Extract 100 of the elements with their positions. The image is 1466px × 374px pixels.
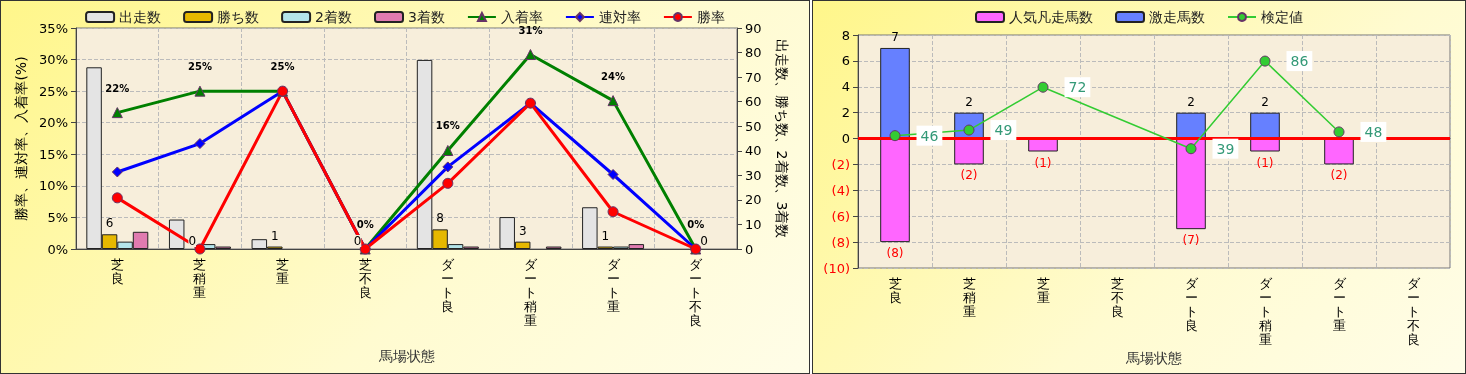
- bar: [880, 138, 910, 243]
- data-label: 8: [436, 211, 444, 226]
- point: [194, 243, 206, 255]
- point: [442, 177, 454, 189]
- y-tick-label: (10): [823, 260, 850, 276]
- legend-label: 検定値: [1261, 9, 1303, 25]
- x-tick-label: ダート不良: [1406, 275, 1421, 347]
- y-tick-label: 4: [841, 79, 850, 95]
- y-tick-label: 2: [841, 105, 850, 121]
- x-tick-label: ダート重: [1332, 275, 1347, 333]
- data-label: 22%: [105, 82, 130, 94]
- y2-tick-label: 20: [745, 192, 762, 208]
- x-tick-label: 芝不良: [358, 256, 372, 300]
- y-tick-label: 6: [841, 53, 850, 69]
- y2-tick-label: 10: [745, 216, 762, 232]
- point: [111, 166, 123, 178]
- data-label: 31%: [518, 24, 543, 36]
- y2-tick-label: 90: [745, 20, 762, 36]
- data-label: 0%: [687, 219, 705, 230]
- y2-tick-label: 40: [745, 143, 762, 159]
- legend-label: 勝ち数: [217, 9, 260, 25]
- point: [194, 138, 206, 150]
- x-tick-label: 芝稍重: [962, 275, 976, 319]
- x-axis-title: 馬場状態: [377, 348, 435, 364]
- data-label: (1): [1034, 155, 1052, 170]
- data-label: 24%: [601, 70, 626, 82]
- data-label: (1): [1256, 155, 1274, 170]
- y-tick-label: 0: [841, 131, 850, 147]
- y-tick-label: 10%: [39, 178, 68, 194]
- y2-tick-label: 70: [745, 69, 762, 85]
- point: [1333, 126, 1345, 138]
- y-tick-label: 15%: [39, 146, 68, 162]
- y2-tick-label: 80: [745, 45, 762, 61]
- data-label: 2: [965, 94, 973, 109]
- legend-label: 出走数: [119, 9, 162, 25]
- bar: [954, 138, 984, 165]
- data-label: 86: [1290, 53, 1309, 70]
- point: [194, 85, 206, 97]
- data-label: 7: [891, 29, 899, 44]
- x-tick-label: 芝不良: [1110, 275, 1124, 319]
- y2-tick-label: 0: [745, 241, 754, 257]
- x-tick-label: 芝良: [110, 256, 124, 286]
- point: [111, 107, 123, 119]
- legend-label: 2着数: [315, 9, 353, 25]
- x-tick-label: 芝重: [1036, 275, 1050, 305]
- y2-tick-label: 60: [745, 94, 762, 110]
- y-axis-title: 勝率、連対率、入着率(%): [13, 56, 29, 221]
- x-tick-label: ダート良: [1184, 275, 1199, 333]
- y-tick-label: (8): [831, 234, 850, 250]
- y2-tick-label: 50: [745, 118, 762, 134]
- legend-label: 入着率: [500, 9, 543, 25]
- point: [889, 130, 901, 142]
- bar: [880, 47, 910, 139]
- data-label: 48: [1364, 123, 1383, 140]
- x-tick-label: ダート稍重: [1258, 275, 1273, 347]
- bar: [1176, 138, 1206, 230]
- data-label: 0%: [356, 219, 374, 230]
- data-label: 0: [700, 234, 708, 248]
- data-label: 0: [353, 234, 362, 248]
- y-tick-label: (2): [831, 156, 850, 172]
- x-axis-title: 馬場状態: [1125, 349, 1182, 366]
- x-tick-label: ダート不良: [689, 256, 704, 328]
- data-label: 2: [1187, 94, 1195, 109]
- x-tick-label: 芝稍重: [193, 256, 207, 300]
- data-label: (2): [960, 168, 978, 183]
- legend-label: 人気凡走馬数: [1009, 9, 1093, 25]
- x-tick-label: ダート良: [441, 256, 456, 314]
- bar: [1250, 138, 1280, 152]
- point: [607, 95, 619, 107]
- y-tick-label: 8: [841, 27, 850, 43]
- point: [442, 145, 454, 156]
- y-tick-label: 35%: [39, 20, 68, 36]
- data-label: 3: [518, 223, 527, 238]
- point: [442, 161, 454, 173]
- x-tick-label: ダート稍重: [523, 256, 538, 328]
- bar: [1028, 138, 1058, 152]
- data-label: (2): [1330, 168, 1348, 183]
- data-label: 1: [271, 228, 279, 243]
- bar: [1176, 112, 1206, 139]
- y-tick-label: (4): [831, 182, 850, 198]
- point: [1185, 143, 1197, 155]
- point: [1259, 55, 1271, 67]
- x-tick-label: 芝良: [888, 275, 902, 305]
- x-tick-label: 芝重: [276, 256, 290, 286]
- x-tick-label: ダート重: [606, 256, 621, 314]
- point: [111, 192, 123, 204]
- data-label: 0: [188, 234, 197, 248]
- data-label: 6: [105, 216, 114, 231]
- y-tick-label: 30%: [39, 52, 68, 68]
- legend-label: 激走馬数: [1149, 9, 1205, 25]
- legend-label: 3着数: [408, 9, 445, 25]
- y-tick-label: 0%: [47, 241, 68, 257]
- point: [524, 49, 536, 61]
- data-label: 39: [1216, 140, 1235, 157]
- data-label: 72: [1068, 79, 1087, 96]
- legend-label: 連対率: [598, 9, 641, 25]
- y-tick-label: 25%: [39, 83, 68, 99]
- data-label: 46: [920, 127, 939, 144]
- y-tick-label: 20%: [39, 115, 68, 131]
- data-label: (8): [886, 246, 904, 261]
